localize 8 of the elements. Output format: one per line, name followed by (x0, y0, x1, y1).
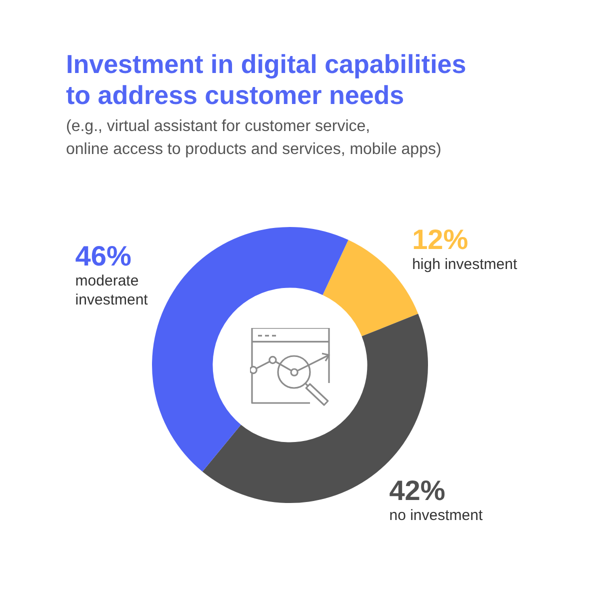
slice-label: no investment (389, 507, 484, 524)
data-label: 42% (389, 475, 446, 506)
slice-label: high investment (412, 256, 518, 274)
data-label: 12% (412, 224, 468, 256)
chart-subtitle: (e.g., virtual assistant for customer service, online access to products and services, mobile apps) (66, 117, 442, 160)
data-label: 46% (75, 240, 132, 272)
chart-title: Investment in digital capabilities to address customer needs (66, 49, 466, 111)
slice-label: moderate investment (75, 272, 149, 308)
